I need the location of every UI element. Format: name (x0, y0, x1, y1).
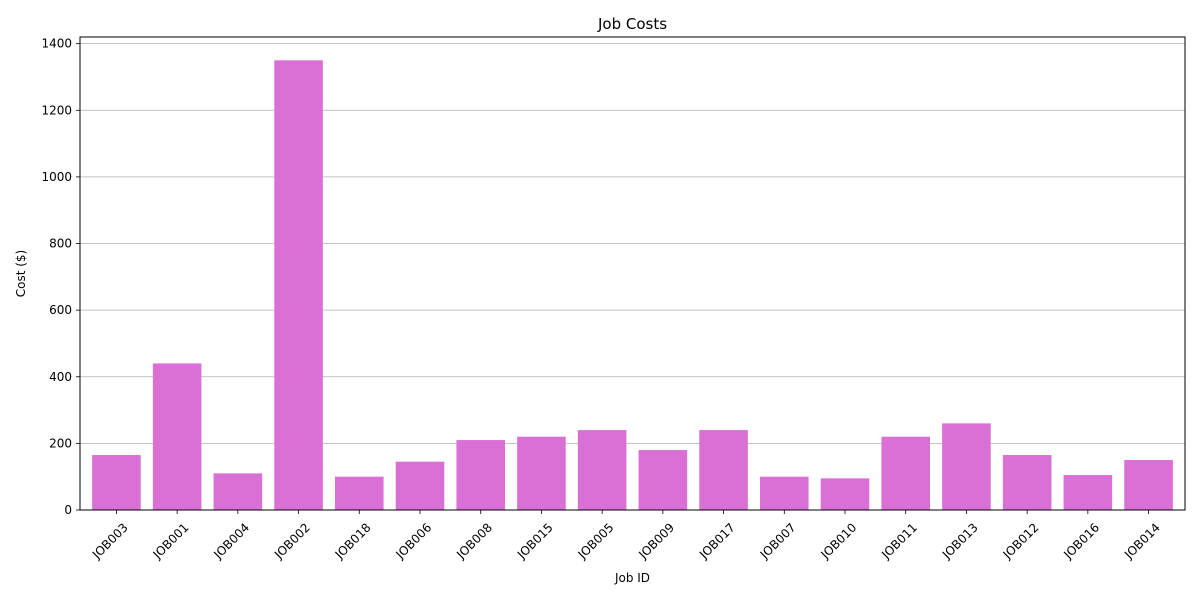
bar-job018 (335, 476, 384, 510)
bar-job010 (820, 478, 870, 510)
chart-title: Job Costs (597, 15, 667, 33)
y-tick-label: 1200 (41, 103, 72, 117)
bar-job017 (699, 430, 748, 510)
bar-job015 (517, 436, 566, 510)
bar-job008 (456, 440, 505, 510)
bar-job002 (274, 60, 323, 511)
bar-job016 (1063, 475, 1113, 510)
y-tick-label: 400 (49, 370, 72, 384)
y-tick-label: 200 (49, 436, 72, 450)
y-tick-label: 600 (49, 303, 72, 317)
y-tick-label: 800 (49, 237, 72, 251)
bar-job011 (881, 436, 930, 510)
bar-job009 (638, 450, 688, 510)
y-tick-label: 1000 (41, 170, 72, 184)
bar-job001 (152, 363, 202, 510)
bar-job013 (942, 423, 991, 510)
bars (92, 60, 1173, 511)
bar-job003 (92, 455, 141, 510)
bar-job014 (1124, 460, 1173, 510)
x-axis-label: Job ID (614, 571, 650, 585)
bar-job006 (395, 461, 445, 510)
bar-job005 (577, 430, 627, 510)
plot-frame (79, 36, 1186, 511)
bar-job012 (1002, 455, 1052, 510)
y-axis-label: Cost ($) (14, 250, 28, 298)
bar-job004 (213, 473, 263, 510)
bar-job007 (760, 476, 809, 510)
y-tick-label: 0 (64, 503, 72, 517)
y-axis-ticks: 0 200 400 600 800 1000 1200 1400 (41, 37, 80, 517)
y-tick-label: 1400 (41, 37, 72, 51)
